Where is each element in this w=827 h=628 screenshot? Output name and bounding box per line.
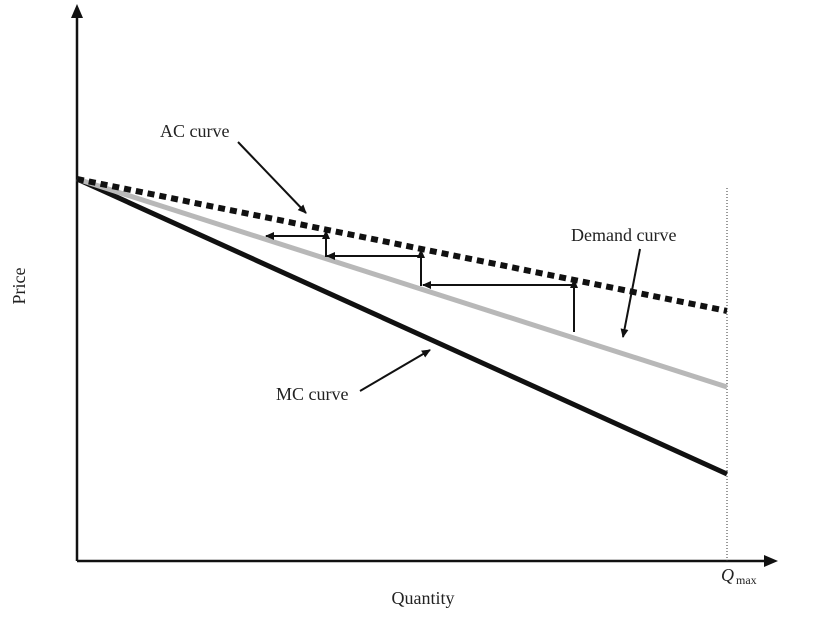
demand-curve xyxy=(76,176,728,390)
mc-label-pointer xyxy=(359,349,431,392)
ac-label-pointer xyxy=(237,141,307,214)
ac-curve-label: AC curve xyxy=(160,121,229,141)
y-axis-label: Price xyxy=(9,267,29,304)
mc-curve xyxy=(75,176,729,477)
qmax-label: Q xyxy=(721,565,734,585)
y-axis-arrowhead xyxy=(71,4,83,18)
x-axis-label: Quantity xyxy=(392,588,455,608)
ac-curve xyxy=(76,176,728,314)
demand-curve-label: Demand curve xyxy=(571,225,676,245)
x-axis-arrowhead xyxy=(764,555,778,567)
mc-curve-label: MC curve xyxy=(276,384,348,404)
qmax-subscript: max xyxy=(736,573,757,587)
demand-label-pointer xyxy=(620,248,641,338)
